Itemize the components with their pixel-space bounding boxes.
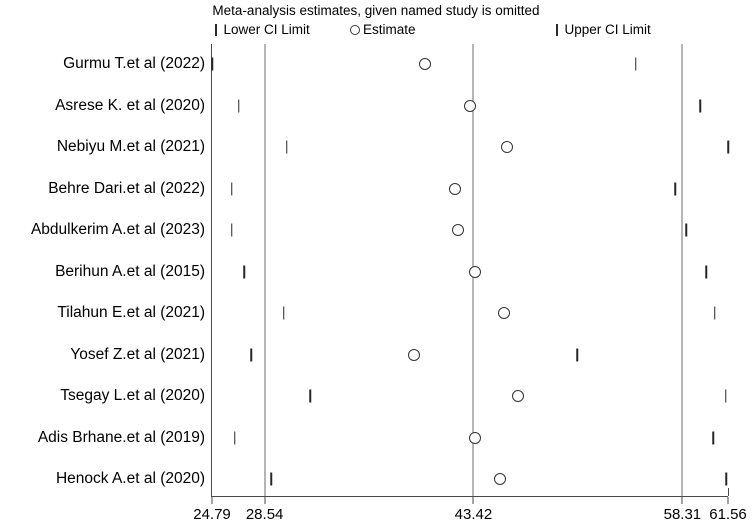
x-axis-tick — [472, 497, 474, 504]
lower-ci-marker — [250, 348, 253, 361]
lower-ci-marker — [233, 431, 236, 444]
estimate-marker-icon — [350, 24, 360, 35]
legend-upper-ci-label: Upper CI Limit — [564, 22, 651, 37]
plot-area: 24.79 28.54 43.42 58.31 61.56 — [193, 44, 747, 523]
study-label: Henock A.et al (2020) — [55, 470, 205, 487]
x-axis-tick-label: 24.79 — [193, 506, 231, 523]
upper-ci-marker — [674, 182, 676, 195]
estimate-marker — [468, 265, 481, 278]
study-label: Tilahun E.et al (2021) — [57, 304, 205, 321]
upper-ci-marker — [576, 348, 578, 361]
x-axis-tick — [211, 497, 213, 504]
study-label: Yosef Z.et al (2021) — [70, 345, 205, 363]
estimate-marker — [498, 307, 511, 319]
x-axis-tick-label: 61.56 — [709, 506, 747, 523]
estimate-marker — [451, 224, 464, 236]
x-axis-tick — [264, 497, 266, 504]
study-label: Behre Dari.et al (2022) — [48, 179, 205, 197]
axis-corner — [728, 488, 729, 496]
study-label: Asrese K. et al (2020) — [55, 96, 205, 114]
x-axis-tick-label: 58.31 — [663, 506, 702, 523]
lower-ci-marker — [238, 99, 240, 112]
upper-ci-marker — [725, 389, 727, 403]
estimate-marker — [500, 141, 513, 153]
estimate-marker — [493, 473, 506, 485]
x-axis-tick — [727, 497, 729, 504]
estimate-marker — [419, 58, 432, 70]
legend-item-upper-ci: Upper CI Limit — [556, 21, 651, 38]
study-label: Nebiyu M.et al (2021) — [56, 138, 205, 155]
x-axis-tick-label: 43.42 — [454, 506, 493, 523]
legend-estimate-label: Estimate — [363, 22, 416, 37]
upper-ci-marker — [727, 140, 729, 154]
study-label: Berihun A.et al (2015) — [55, 262, 205, 280]
upper-ci-marker-icon — [556, 23, 558, 36]
x-axis-tick-label: 28.54 — [245, 506, 284, 523]
upper-ci-marker — [705, 265, 707, 278]
x-axis-tick — [681, 497, 683, 504]
legend-lower-ci-label: Lower CI Limit — [223, 22, 310, 37]
study-label: Adis Brhane.et al (2019) — [37, 428, 205, 446]
upper-ci-marker — [713, 306, 716, 320]
chart-title: Meta-analysis estimates, given named stu… — [212, 3, 540, 18]
gridline-x — [681, 44, 683, 496]
estimate-marker — [464, 99, 477, 112]
study-label: Abdulkerim A.et al (2023) — [30, 221, 205, 238]
estimate-marker — [468, 431, 481, 444]
study-label: Tsegay L.et al (2020) — [60, 387, 205, 404]
lower-ci-marker — [270, 472, 272, 486]
gridline-x — [264, 44, 266, 496]
estimate-marker — [408, 348, 421, 361]
lower-ci-marker — [243, 265, 246, 278]
lower-ci-marker-icon — [215, 23, 217, 36]
lower-ci-marker — [309, 389, 312, 403]
estimate-marker — [448, 182, 461, 195]
upper-ci-marker — [712, 431, 714, 444]
upper-ci-marker — [699, 99, 702, 112]
lower-ci-marker — [285, 140, 288, 154]
upper-ci-marker — [685, 223, 688, 237]
legend-item-estimate: Estimate — [350, 21, 416, 38]
upper-ci-marker — [725, 472, 728, 486]
study-label: Gurmu T.et al (2022) — [63, 55, 205, 72]
lower-ci-marker — [282, 306, 285, 320]
lower-ci-marker — [231, 182, 233, 195]
estimate-marker — [512, 390, 525, 402]
lower-ci-marker — [211, 57, 213, 71]
lower-ci-marker — [231, 223, 233, 237]
legend-item-lower-ci: Lower CI Limit — [215, 21, 310, 38]
upper-ci-marker — [635, 57, 637, 71]
